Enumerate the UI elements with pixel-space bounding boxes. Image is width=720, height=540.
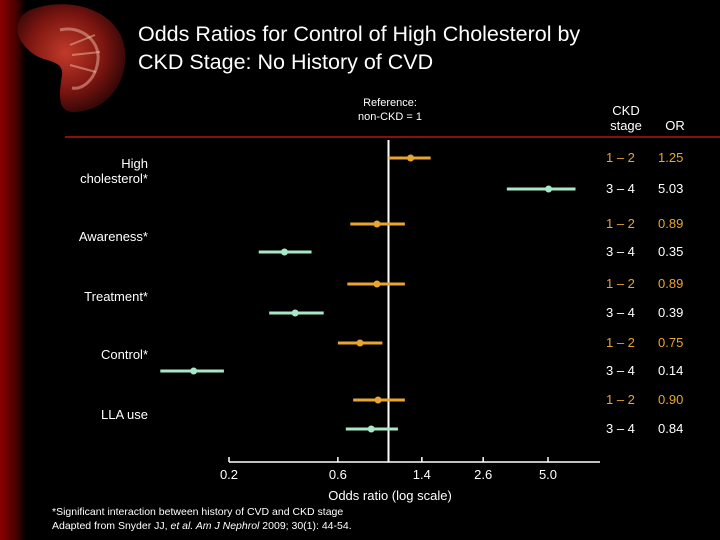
group-label-treatment: Treatment* xyxy=(84,289,148,304)
ckd-stage-label: 3 – 4 xyxy=(606,363,635,378)
odds-ratio-value: 1.25 xyxy=(658,150,684,165)
header-ckd-stage-line-2: stage xyxy=(610,118,642,133)
title-rule xyxy=(65,136,720,138)
header-ckd-stage-line-1: CKD xyxy=(612,103,640,118)
title-line-1: Odds Ratios for Control of High Choleste… xyxy=(138,22,581,46)
reference-note: Reference: non-CKD = 1 xyxy=(330,96,450,124)
ckd-stage-label: 3 – 4 xyxy=(606,421,635,436)
x-axis-title: Odds ratio (log scale) xyxy=(328,488,452,503)
odds-ratio-value: 0.89 xyxy=(658,216,684,231)
odds-ratio-value: 0.89 xyxy=(658,276,684,291)
citation-etal: et al. xyxy=(170,520,194,532)
or-point xyxy=(190,367,198,375)
title-line-2: CKD Stage: No History of CVD xyxy=(138,50,434,74)
footnote-citation: Adapted from Snyder JJ, et al. Am J Neph… xyxy=(52,519,352,533)
group-label-control: Control* xyxy=(101,347,148,362)
reference-note-line-2: non-CKD = 1 xyxy=(358,111,422,123)
ckd-stage-label: 3 – 4 xyxy=(606,244,635,259)
group-label-high-cholesterol: High cholesterol* xyxy=(40,156,148,186)
reference-note-line-1: Reference: xyxy=(363,97,417,109)
footnote-interaction: *Significant interaction between history… xyxy=(52,506,344,518)
or-point xyxy=(545,185,553,193)
or-point xyxy=(374,396,382,404)
group-label-high-cholesterol-line-2: cholesterol* xyxy=(80,171,148,186)
ckd-stage-label: 1 – 2 xyxy=(606,150,635,165)
header-ckd-stage: CKD stage xyxy=(600,103,652,133)
citation-suffix: 2009; 30(1): 44-54. xyxy=(259,520,352,532)
or-point xyxy=(373,220,381,228)
kidney-logo-icon xyxy=(17,4,126,113)
citation-prefix: Adapted from Snyder JJ, xyxy=(52,520,171,532)
ckd-stage-label: 3 – 4 xyxy=(606,181,635,196)
x-tick-label: 5.0 xyxy=(539,467,557,482)
x-tick-label: 0.2 xyxy=(220,467,238,482)
ckd-stage-label: 3 – 4 xyxy=(606,305,635,320)
odds-ratio-value: 0.84 xyxy=(658,421,684,436)
odds-ratio-value: 0.90 xyxy=(658,392,684,407)
or-point xyxy=(356,339,364,347)
group-label-awareness: Awareness* xyxy=(78,229,148,244)
header-or: OR xyxy=(665,118,685,133)
odds-ratio-value: 0.39 xyxy=(658,305,684,320)
or-point xyxy=(373,280,381,288)
odds-ratio-value: 0.14 xyxy=(658,363,684,378)
x-tick-label: 2.6 xyxy=(474,467,492,482)
odds-ratio-value: 0.75 xyxy=(658,335,684,350)
odds-ratio-value: 5.03 xyxy=(658,181,684,196)
left-red-band xyxy=(0,0,26,540)
or-point xyxy=(367,425,375,433)
ckd-stage-label: 1 – 2 xyxy=(606,276,635,291)
ckd-stage-label: 1 – 2 xyxy=(606,216,635,231)
or-point xyxy=(280,248,288,256)
or-point xyxy=(291,309,299,317)
odds-ratio-value: 0.35 xyxy=(658,244,684,259)
group-label-high-cholesterol-line-1: High xyxy=(121,156,148,171)
ckd-stage-label: 1 – 2 xyxy=(606,392,635,407)
or-point xyxy=(407,154,415,162)
x-tick-label: 1.4 xyxy=(413,467,431,482)
ckd-stage-label: 1 – 2 xyxy=(606,335,635,350)
group-label-lla-use: LLA use xyxy=(101,407,148,422)
x-tick-label: 0.6 xyxy=(329,467,347,482)
slide-title: Odds Ratios for Control of High Choleste… xyxy=(138,20,708,76)
citation-journal: Am J Nephrol xyxy=(193,520,260,532)
